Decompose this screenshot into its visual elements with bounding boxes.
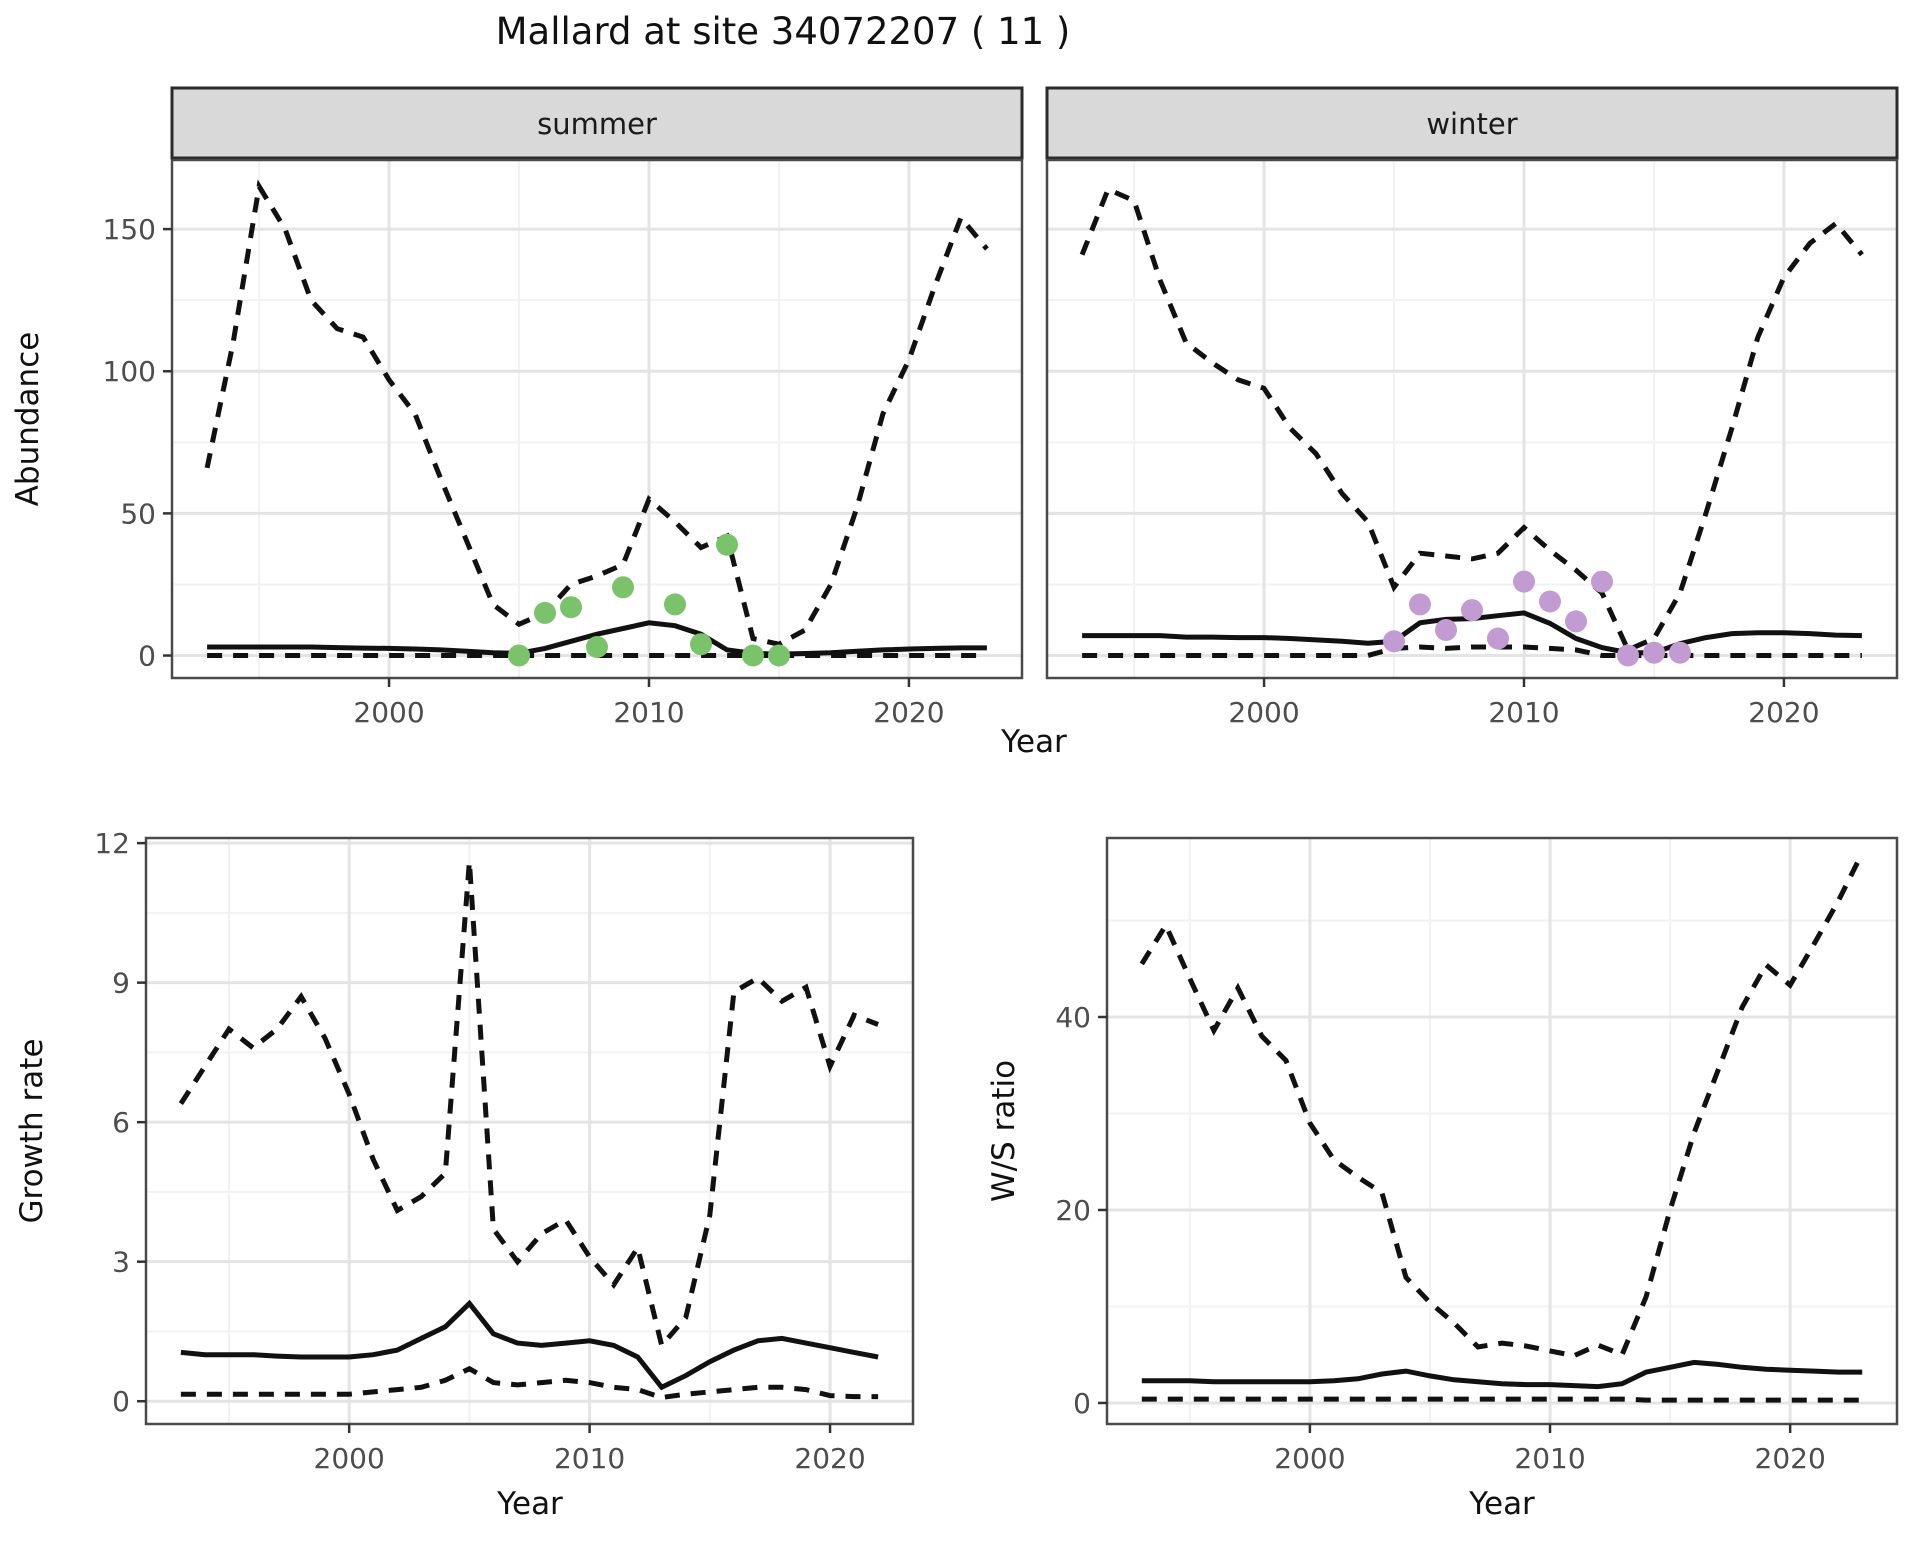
y-tick-label: 50 [120, 497, 156, 530]
series-lines [1139, 851, 1865, 1403]
y-tick-label: 6 [112, 1106, 130, 1139]
series-lines [1079, 185, 1864, 658]
x-tick-label: 2000 [353, 696, 424, 729]
observation-point [1539, 590, 1561, 613]
facet-strip-summer: summer [170, 86, 1024, 160]
x-tick-label: 2010 [1488, 696, 1559, 729]
series-upper-ci [1139, 851, 1865, 1359]
x-axis-title-year-growth: Year [496, 1486, 563, 1522]
observation-points [508, 533, 790, 667]
y-tick-label: 9 [112, 967, 130, 1000]
panel-border [1045, 158, 1899, 680]
y-axis-title-ws-ratio: W/S ratio [986, 1060, 1022, 1202]
observation-point [534, 601, 556, 624]
observation-point [716, 533, 738, 556]
series-median [1141, 1359, 1863, 1390]
observation-point [1591, 570, 1613, 593]
observation-point [1513, 570, 1535, 593]
observation-point [508, 644, 530, 667]
y-tick-label: 100 [103, 355, 156, 388]
observation-point [1461, 599, 1483, 622]
y-tick-label: 20 [1055, 1194, 1091, 1227]
observation-point [1435, 619, 1457, 641]
panel-abundance-winter: 2000 2010 2020 [1045, 158, 1899, 729]
observation-point [1565, 610, 1587, 633]
y-axis-title-growth-rate: Growth rate [14, 1038, 50, 1223]
x-tick-label: 2010 [554, 1442, 625, 1475]
panel-border [170, 158, 1024, 680]
observation-point [1643, 641, 1665, 664]
series-upper-ci [178, 861, 880, 1351]
series-upper-ci [204, 179, 989, 647]
series-upper-ci [1079, 185, 1864, 654]
facet-strip-winter-label: winter [1426, 107, 1517, 141]
axis-ticks: 2000 2010 2020 0 50 100 150 [103, 213, 945, 729]
observation-point [1669, 641, 1691, 664]
observation-point [1383, 630, 1405, 653]
series-median [207, 620, 987, 657]
panel-border [144, 836, 915, 1426]
observation-point [612, 576, 634, 599]
panel-growth-rate: 2000 2010 2020 0 3 6 9 12 [94, 827, 915, 1475]
series-lines [204, 179, 989, 658]
gridlines [172, 160, 1022, 678]
observation-point [1409, 593, 1431, 616]
x-tick-label: 2010 [613, 696, 684, 729]
x-axis-title-year-top: Year [1000, 724, 1067, 760]
observation-point [664, 593, 686, 616]
y-tick-label: 150 [103, 213, 156, 246]
x-tick-label: 2000 [1274, 1442, 1345, 1475]
observation-point [1617, 644, 1639, 667]
panel-abundance-summer: 2000 2010 2020 0 50 100 150 [103, 158, 1024, 729]
axis-ticks: 2000 2010 2020 [1228, 678, 1820, 729]
observation-point [690, 633, 712, 656]
y-axis-title-abundance: Abundance [10, 332, 46, 507]
series-median [180, 1299, 879, 1391]
observation-point [742, 644, 764, 667]
x-tick-label: 2000 [1228, 696, 1299, 729]
series-lower-ci [1082, 644, 1862, 658]
panel-ws-ratio: 2000 2010 2020 0 20 40 [1055, 836, 1899, 1475]
y-tick-label: 40 [1055, 1001, 1091, 1034]
x-axis-title-year-ws: Year [1468, 1486, 1535, 1522]
panel-border [1105, 836, 1899, 1426]
axis-ticks: 2000 2010 2020 0 3 6 9 12 [94, 827, 865, 1475]
observation-points [1383, 570, 1691, 667]
x-tick-label: 2020 [873, 696, 944, 729]
y-tick-label: 0 [138, 640, 156, 673]
y-tick-label: 0 [1073, 1387, 1091, 1420]
series-lower-ci [1141, 1396, 1863, 1403]
gridlines [1107, 838, 1897, 1424]
figure-title: Mallard at site 34072207 ( 11 ) [496, 10, 1071, 53]
y-tick-label: 3 [112, 1246, 130, 1279]
observation-point [1487, 627, 1509, 650]
x-tick-label: 2020 [1748, 696, 1819, 729]
series-lower-ci [180, 1365, 879, 1401]
x-tick-label: 2020 [1755, 1442, 1826, 1475]
x-tick-label: 2010 [1514, 1442, 1585, 1475]
observation-point [768, 644, 790, 667]
observation-point [586, 636, 608, 658]
facet-strip-summer-label: summer [537, 107, 657, 141]
y-tick-label: 12 [94, 827, 130, 860]
observation-point [560, 596, 582, 619]
axis-ticks: 2000 2010 2020 0 20 40 [1055, 1001, 1825, 1475]
x-tick-label: 2000 [314, 1442, 385, 1475]
gridlines [146, 838, 913, 1424]
x-tick-label: 2020 [794, 1442, 865, 1475]
series-lines [178, 861, 880, 1401]
facet-strip-winter: winter [1045, 86, 1899, 160]
y-tick-label: 0 [112, 1385, 130, 1418]
